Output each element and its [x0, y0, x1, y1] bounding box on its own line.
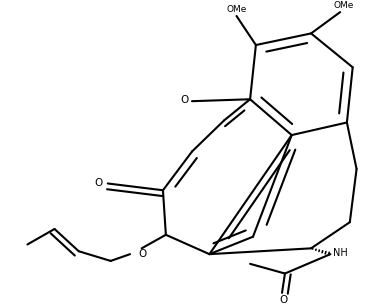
Text: NH: NH: [333, 248, 348, 258]
Text: O: O: [95, 177, 103, 188]
Text: O: O: [139, 249, 147, 259]
Text: O: O: [279, 295, 287, 305]
Text: OMe: OMe: [334, 1, 354, 10]
Text: O: O: [181, 95, 189, 105]
Text: OMe: OMe: [226, 5, 247, 14]
